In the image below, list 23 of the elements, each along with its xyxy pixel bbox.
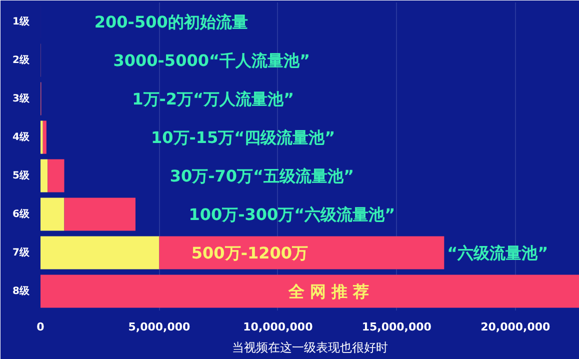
annotation: “六级流量池”	[447, 243, 548, 262]
annotation: 200-500的初始流量	[94, 12, 248, 32]
annotation: 全 网 推 荐	[287, 282, 370, 301]
x-tick-label: 15,000,000	[362, 320, 432, 334]
x-tick-label: 5,000,000	[128, 320, 191, 334]
y-tick-label: 6级	[12, 208, 30, 220]
y-tick-label: 7级	[12, 246, 30, 258]
x-tick-label: 20,000,000	[480, 320, 551, 334]
y-tick-label: 4级	[12, 130, 30, 143]
annotation: 1万-2万“万人流量池”	[132, 89, 294, 108]
y-tick-label: 3级	[12, 92, 30, 104]
text: 当视频在这一级表现也很好时	[232, 340, 388, 354]
x-tick-label: 0	[36, 320, 45, 334]
y-tick-label: 1级	[12, 15, 30, 28]
annotation: 30万-70万“五级流量池”	[170, 166, 354, 186]
y-tick-label: 8级	[12, 284, 30, 297]
y-tick-label: 5级	[12, 169, 30, 182]
y-tick-label: 2级	[12, 54, 30, 66]
annotation: 10万-15万“四级流量池”	[150, 128, 336, 147]
annotation: 500万-1200万	[191, 243, 308, 262]
annotation: 3000-5000“千人流量池”	[113, 50, 310, 70]
annotation: 100万-300万“六级流量池”	[188, 204, 396, 224]
x-tick-label: 10,000,000	[243, 320, 314, 334]
